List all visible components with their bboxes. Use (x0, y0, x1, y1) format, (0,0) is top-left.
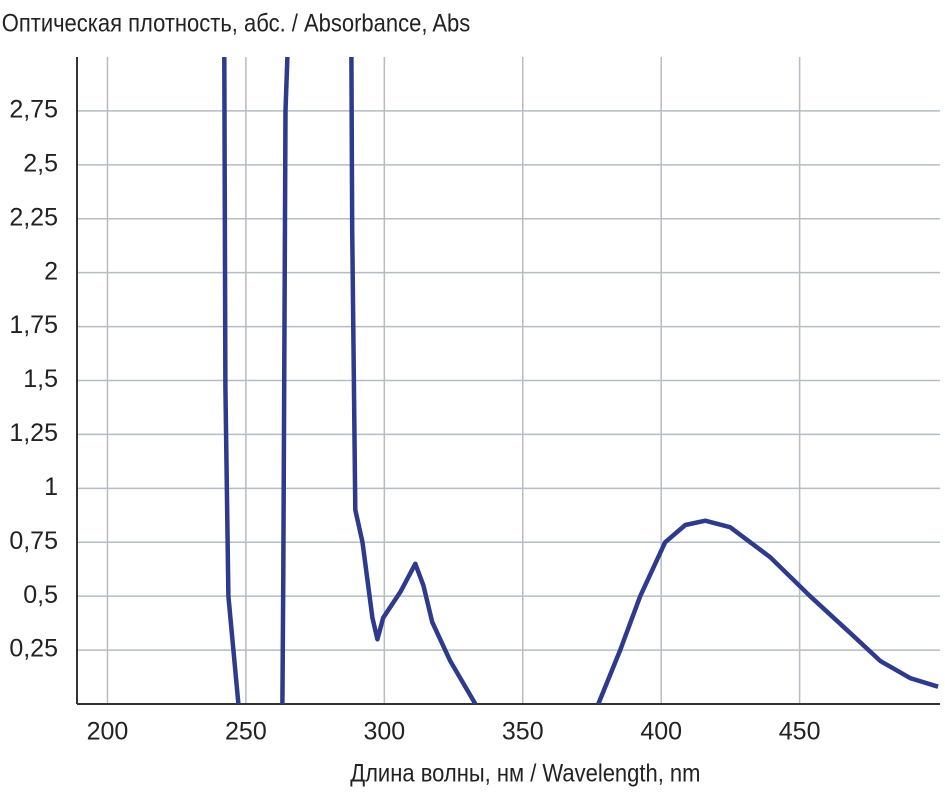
y-tick-label: 0,75 (9, 527, 58, 555)
y-tick-label: 2,25 (9, 203, 58, 231)
y-tick-label: 2 (44, 257, 58, 285)
y-axis-title: Оптическая плотность, абс. / Absorbance,… (2, 9, 470, 37)
y-tick-label: 1,25 (9, 419, 58, 447)
x-tick-label: 450 (779, 718, 821, 746)
x-tick-label: 200 (87, 718, 129, 746)
y-tick-label: 2,75 (9, 96, 58, 124)
y-tick-label: 0,5 (23, 581, 58, 609)
x-tick-label: 250 (225, 718, 267, 746)
x-tick-label: 300 (363, 718, 405, 746)
y-tick-label: 1 (44, 473, 58, 501)
y-tick-label: 1,75 (9, 311, 58, 339)
x-tick-label: 350 (502, 718, 544, 746)
data-line (222, 56, 939, 706)
x-tick-label: 400 (640, 718, 682, 746)
y-tick-label: 0,25 (9, 635, 58, 663)
x-axis-title: Длина волны, нм / Wavelength, nm (350, 759, 700, 787)
y-tick-label: 2,5 (23, 149, 58, 177)
y-tick-label: 1,5 (23, 365, 58, 393)
